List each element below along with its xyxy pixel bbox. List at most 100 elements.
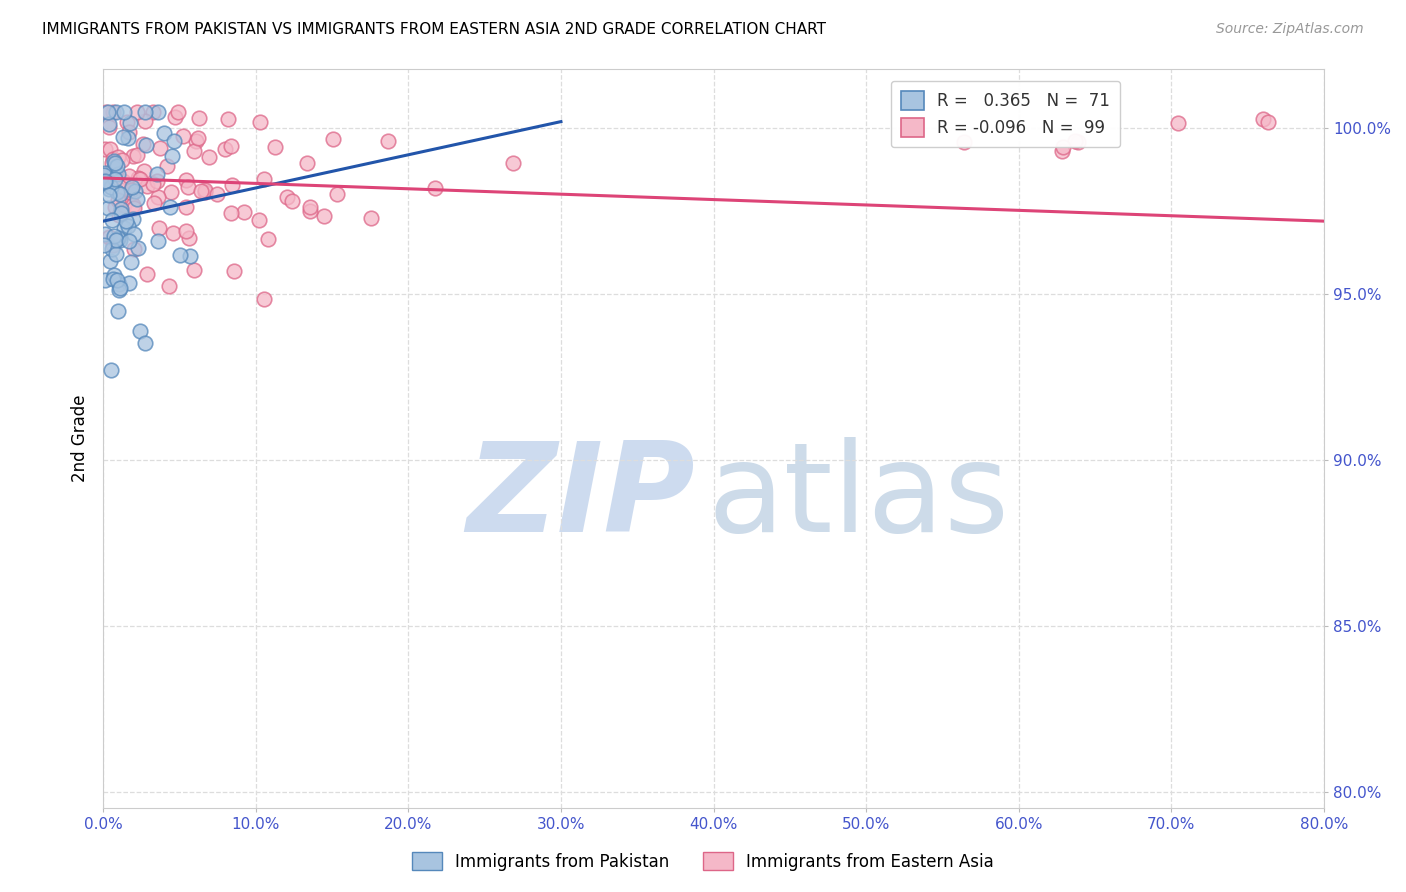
Point [148, 220, 170, 235]
Point [97, 120, 120, 135]
Point [135, 179, 157, 194]
Point [174, 200, 197, 214]
Point [142, 196, 165, 211]
Point [157, 279, 180, 293]
Point [104, 200, 127, 214]
Point [326, 186, 349, 201]
Point [224, 264, 246, 278]
Point [94, 273, 117, 287]
Point [103, 268, 125, 282]
Text: atlas: atlas [707, 437, 1010, 558]
Point [108, 209, 131, 223]
Point [103, 152, 125, 166]
Point [153, 126, 176, 140]
Point [298, 200, 321, 214]
Point [257, 232, 280, 246]
Point [118, 169, 141, 183]
Point [146, 190, 169, 204]
Point [127, 171, 149, 186]
Point [108, 186, 131, 201]
Point [134, 104, 156, 119]
Text: ZIP: ZIP [467, 437, 695, 558]
Point [121, 211, 143, 226]
Point [146, 234, 169, 248]
Point [94, 169, 117, 183]
Point [105, 159, 128, 173]
Point [112, 104, 135, 119]
Point [221, 178, 243, 192]
Point [129, 324, 152, 338]
Point [120, 116, 142, 130]
Point [105, 104, 128, 119]
Point [122, 242, 145, 256]
Point [121, 187, 143, 202]
Point [281, 194, 304, 209]
Point [104, 233, 127, 247]
Point [953, 135, 976, 149]
Point [136, 267, 159, 281]
Point [107, 167, 129, 181]
Point [97, 229, 120, 244]
Point [103, 153, 125, 168]
Point [146, 167, 169, 181]
Point [121, 198, 143, 212]
Point [103, 229, 125, 244]
Point [108, 277, 131, 292]
Point [104, 247, 127, 261]
Point [117, 115, 139, 129]
Point [146, 104, 169, 119]
Point [100, 242, 122, 256]
Point [146, 174, 169, 188]
Point [264, 140, 287, 154]
Point [105, 186, 128, 200]
Point [135, 137, 157, 152]
Point [100, 363, 122, 377]
Text: IMMIGRANTS FROM PAKISTAN VS IMMIGRANTS FROM EASTERN ASIA 2ND GRADE CORRELATION C: IMMIGRANTS FROM PAKISTAN VS IMMIGRANTS F… [42, 22, 827, 37]
Point [187, 130, 209, 145]
Point [377, 134, 399, 148]
Point [118, 234, 141, 248]
Point [104, 172, 127, 186]
Point [97, 201, 120, 215]
Point [159, 185, 181, 199]
Point [194, 185, 217, 199]
Point [183, 262, 205, 277]
Point [111, 153, 134, 167]
Point [108, 230, 131, 244]
Point [97, 181, 120, 195]
Point [97, 104, 120, 119]
Point [276, 190, 298, 204]
Point [134, 114, 156, 128]
Point [253, 172, 276, 186]
Point [105, 273, 128, 287]
Point [100, 212, 122, 227]
Point [101, 272, 124, 286]
Point [169, 248, 191, 262]
Point [188, 112, 211, 126]
Point [179, 249, 201, 263]
Point [295, 155, 318, 169]
Point [166, 104, 188, 119]
Point [96, 172, 118, 186]
Point [1257, 115, 1279, 129]
Point [94, 227, 117, 242]
Point [174, 224, 197, 238]
Point [132, 163, 155, 178]
Point [98, 142, 121, 156]
Point [100, 179, 122, 194]
Point [117, 131, 139, 145]
Point [125, 104, 148, 119]
Point [127, 148, 149, 162]
Point [194, 183, 217, 197]
Point [103, 161, 125, 175]
Legend: R =   0.365   N =  71, R = -0.096   N =  99: R = 0.365 N = 71, R = -0.096 N = 99 [891, 80, 1121, 147]
Point [93, 168, 115, 182]
Point [217, 112, 239, 126]
Point [190, 184, 212, 198]
Point [98, 188, 121, 202]
Point [214, 142, 236, 156]
Point [101, 238, 124, 252]
Point [142, 178, 165, 192]
Point [360, 211, 382, 225]
Point [174, 173, 197, 187]
